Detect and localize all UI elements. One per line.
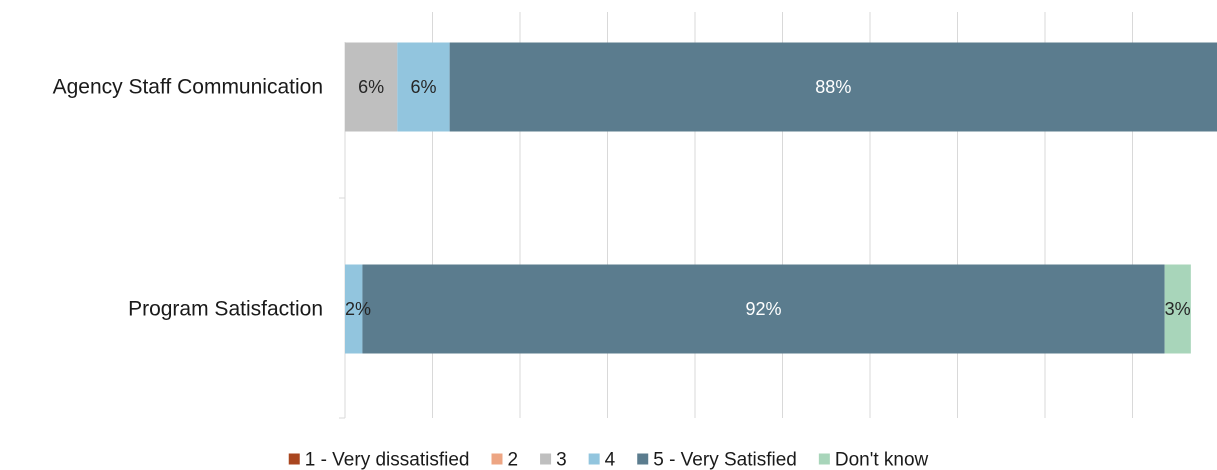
- category-label: Agency Staff Communication: [53, 76, 323, 99]
- bar-segment: [362, 264, 1165, 354]
- legend-label: Don't know: [835, 450, 929, 470]
- bar-segment: [397, 42, 450, 132]
- bars: [345, 42, 1217, 354]
- legend-label: 1 - Very dissatisfied: [305, 450, 470, 470]
- data-labels: 6% 6% 88% 2% 92% 3%: [345, 77, 1191, 319]
- data-label: 92%: [746, 299, 782, 319]
- data-label: 6%: [358, 77, 384, 97]
- legend-label: 5 - Very Satisfied: [653, 450, 797, 470]
- legend-label: 4: [605, 450, 616, 470]
- data-label: 3%: [1165, 299, 1191, 319]
- legend-swatch: [540, 453, 552, 465]
- legend-label: 2: [507, 450, 518, 470]
- bar-segment: [449, 42, 1217, 132]
- legend: 1 - Very dissatisfied 2 3 4 5 - Very Satisfi…: [288, 450, 929, 470]
- bar-segment: [1164, 264, 1191, 354]
- bar-segment: [345, 42, 398, 132]
- data-label: 6%: [410, 77, 436, 97]
- legend-swatch: [288, 453, 300, 465]
- category-label: Program Satisfaction: [128, 298, 323, 321]
- bar-segment: [345, 264, 363, 354]
- legend-label: 3: [556, 450, 567, 470]
- category-labels: Agency Staff Communication Program Satisf…: [53, 76, 323, 321]
- data-label: 88%: [815, 77, 851, 97]
- data-label: 2%: [345, 299, 371, 319]
- legend-swatch: [637, 453, 649, 465]
- legend-swatch: [588, 453, 600, 465]
- legend-swatch: [491, 453, 503, 465]
- legend-swatch: [818, 453, 830, 465]
